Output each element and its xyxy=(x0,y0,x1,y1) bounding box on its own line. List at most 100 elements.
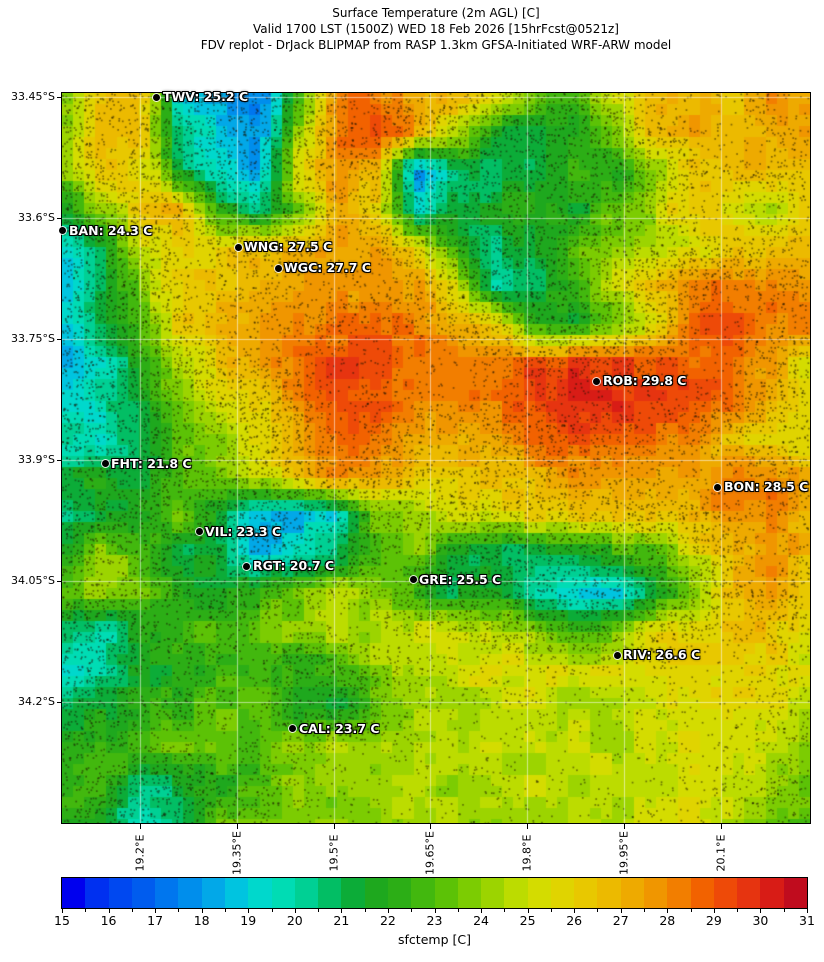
colorbar-minor-tick xyxy=(690,909,692,912)
y-axis-tick-mark xyxy=(57,580,62,582)
station-marker-dot xyxy=(613,651,621,659)
plot-title: Surface Temperature (2m AGL) [C] xyxy=(332,6,540,20)
colorbar-tick-mark xyxy=(620,909,622,913)
x-axis-tick-mark xyxy=(333,824,335,829)
colorbar-minor-tick xyxy=(457,909,459,912)
colorbar-tick-label: 18 xyxy=(193,913,210,928)
y-axis-tick-label: 33.75°S xyxy=(11,332,55,345)
colorbar-tick-mark xyxy=(434,909,436,913)
colorbar-cell xyxy=(713,878,738,908)
colorbar-cell xyxy=(783,878,807,908)
colorbar-tick-mark xyxy=(248,909,250,913)
colorbar-tick-mark xyxy=(341,909,343,913)
station-markers-layer: TWV: 25.2 C BAN: 24.3 C WNG: 27.5 C WGC: 27… xyxy=(59,89,810,823)
colorbar-gradient xyxy=(61,877,808,909)
colorbar-tick-label: 15 xyxy=(54,913,70,928)
station-label: VIL: 23.3 C xyxy=(205,523,282,539)
colorbar-cell xyxy=(597,878,621,908)
x-axis-tick-label: 19.95°E xyxy=(617,831,631,875)
y-axis-tick-mark xyxy=(57,339,62,340)
station-marker-dot xyxy=(153,93,161,101)
temperature-map: TWV: 25.2 C BAN: 24.3 C WNG: 27.5 C WGC: 27… xyxy=(59,89,811,824)
colorbar-cell xyxy=(550,878,575,908)
x-axis-tick-mark xyxy=(527,824,529,829)
plot-subtitle-valid-time: Valid 1700 LST (1500Z) WED 18 Feb 2026 [… xyxy=(253,22,619,36)
colorbar-tick-mark xyxy=(807,909,808,913)
y-axis-tick-mark xyxy=(57,701,62,703)
station-marker-dot xyxy=(234,243,242,251)
colorbar-cell xyxy=(667,878,691,908)
colorbar-cell xyxy=(481,878,505,908)
station-label: CAL: 23.7 C xyxy=(298,720,380,736)
colorbar-minor-tick xyxy=(644,909,646,912)
colorbar-tick-mark xyxy=(62,909,63,913)
y-axis-tick-label: 34.2°S xyxy=(18,694,55,708)
colorbar-tick-label: 19 xyxy=(240,913,257,928)
station-marker-dot xyxy=(409,576,417,584)
y-axis-tick-label: 33.6°S xyxy=(18,210,55,224)
colorbar-tick-label: 26 xyxy=(566,913,583,928)
colorbar-cell xyxy=(62,878,86,908)
colorbar-minor-tick xyxy=(131,909,133,912)
colorbar-tick-mark xyxy=(481,909,483,913)
x-axis-tick-label: 19.8°E xyxy=(520,834,534,872)
colorbar-minor-tick xyxy=(737,909,739,912)
colorbar-tick-mark xyxy=(108,909,110,913)
x-axis-tick-label: 19.5°E xyxy=(327,834,341,872)
colorbar-cell xyxy=(457,878,482,908)
x-axis-tick-label: 19.2°E xyxy=(133,834,147,872)
colorbar-minor-tick xyxy=(364,909,366,912)
colorbar-tick-label: 27 xyxy=(612,913,629,928)
x-axis-tick-label: 19.35°E xyxy=(230,831,244,875)
colorbar-tick-label: 23 xyxy=(426,913,443,928)
colorbar-cell xyxy=(620,878,645,908)
colorbar-tick-label: 22 xyxy=(379,913,396,928)
station-marker-dot xyxy=(274,264,282,272)
colorbar-axis-label: sfctemp [C] xyxy=(398,932,471,947)
station-label: RIV: 26.6 C xyxy=(623,647,701,663)
colorbar-cell xyxy=(737,878,761,908)
y-axis-tick-mark xyxy=(57,460,62,462)
colorbar-cell xyxy=(85,878,109,908)
station-label: WNG: 27.5 C xyxy=(244,239,333,255)
y-axis-tick-label: 33.45°S xyxy=(11,90,55,103)
colorbar-cell xyxy=(760,878,784,908)
colorbar-minor-tick xyxy=(85,909,87,912)
colorbar-tick-label: 30 xyxy=(752,913,769,928)
colorbar-cell xyxy=(178,878,202,908)
x-axis-tick-mark xyxy=(236,824,238,829)
x-axis-tick-mark xyxy=(623,824,625,829)
colorbar-cell xyxy=(318,878,342,908)
colorbar-tick-label: 31 xyxy=(799,913,815,928)
colorbar-tick-mark xyxy=(713,909,715,913)
colorbar-cell xyxy=(434,878,458,908)
colorbar-cell xyxy=(341,878,365,908)
colorbar-cell xyxy=(527,878,551,908)
colorbar-cell xyxy=(201,878,225,908)
colorbar-cell xyxy=(504,878,528,908)
station-label: ROB: 29.8 C xyxy=(602,373,687,389)
colorbar-cell xyxy=(131,878,156,908)
colorbar-cell xyxy=(224,878,249,908)
station-marker-dot xyxy=(101,460,109,468)
station-marker-dot xyxy=(243,562,251,570)
colorbar-cell xyxy=(155,878,179,908)
colorbar-minor-tick xyxy=(411,909,413,912)
colorbar-cell xyxy=(644,878,668,908)
station-label: FHT: 21.8 C xyxy=(111,455,192,471)
colorbar-tick-label: 25 xyxy=(519,913,536,928)
colorbar-tick-mark xyxy=(574,909,576,913)
colorbar-tick-mark xyxy=(527,909,529,913)
colorbar-minor-tick xyxy=(271,909,273,912)
colorbar-minor-tick xyxy=(783,909,785,912)
colorbar-tick-label: 28 xyxy=(659,913,676,928)
plot-title-block: Surface Temperature (2m AGL) [C] Valid 1… xyxy=(62,5,810,53)
y-axis-tick-mark xyxy=(57,217,62,219)
colorbar-tick-label: 21 xyxy=(333,913,350,928)
x-axis-tick-mark xyxy=(430,824,432,829)
colorbar-tick-label: 29 xyxy=(705,913,722,928)
colorbar-tick-label: 17 xyxy=(147,913,164,928)
station-marker-dot xyxy=(195,528,203,536)
station-marker-dot xyxy=(593,377,601,385)
